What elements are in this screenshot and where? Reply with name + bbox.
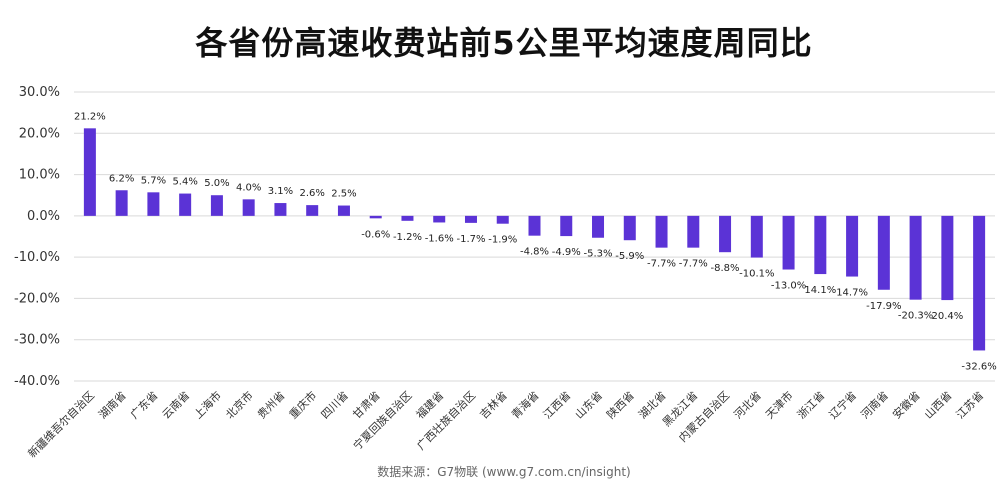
y-tick-label: 20.0%	[19, 126, 60, 141]
bar	[274, 203, 287, 216]
data-label: -13.0%	[771, 281, 806, 292]
data-label: 5.0%	[204, 178, 229, 189]
bar	[401, 215, 414, 221]
bar	[337, 205, 350, 216]
category-label: 河南省	[858, 389, 891, 422]
bar	[750, 215, 763, 258]
data-label: -1.6%	[425, 233, 454, 244]
bar	[909, 215, 922, 300]
chart-title: 各省份高速收费站前5公里平均速度周同比	[195, 24, 813, 62]
category-label: 贵州省	[255, 389, 288, 422]
bar	[941, 215, 954, 301]
data-label: -1.2%	[393, 232, 422, 243]
category-label: 江苏省	[954, 389, 987, 422]
y-tick-label: -10.0%	[14, 250, 60, 265]
data-label: -0.6%	[361, 229, 390, 240]
category-label: 青海省	[508, 388, 541, 421]
data-label: 21.2%	[74, 111, 106, 122]
data-label: -20.3%	[898, 311, 933, 322]
category-label: 陕西省	[604, 388, 637, 421]
bar	[147, 192, 160, 216]
category-label: 云南省	[160, 389, 193, 422]
bar	[306, 205, 319, 216]
bar	[115, 190, 128, 216]
data-label: 4.0%	[236, 182, 261, 193]
bar	[782, 215, 795, 270]
data-label: -10.1%	[739, 269, 774, 280]
bar	[369, 215, 382, 219]
data-label: 14.7%	[836, 288, 868, 299]
category-label: 湖南省	[96, 389, 129, 422]
data-label: 14.1%	[804, 285, 836, 296]
category-label: 山西省	[922, 389, 955, 422]
y-tick-label: 10.0%	[19, 168, 60, 183]
category-label: 河北省	[731, 389, 764, 422]
bar	[464, 215, 477, 223]
category-label: 广东省	[128, 389, 161, 422]
bar	[846, 215, 859, 277]
category-label: 江西省	[541, 389, 574, 422]
bar	[877, 215, 890, 290]
data-label: -5.3%	[584, 249, 613, 260]
data-label: -7.7%	[647, 259, 676, 270]
source-note: 数据来源：G7物联 (www.g7.com.cn/insight)	[377, 465, 631, 479]
data-label: -4.9%	[552, 247, 581, 258]
category-label: 上海市	[191, 388, 224, 421]
bar	[242, 199, 255, 216]
bar	[210, 195, 223, 216]
bar	[687, 215, 700, 248]
data-label: -7.7%	[679, 259, 708, 270]
category-label: 北京市	[223, 388, 256, 421]
category-label: 天津市	[762, 388, 795, 421]
bar	[592, 215, 605, 238]
category-label: 四川省	[319, 389, 352, 422]
data-label: 20.4%	[931, 311, 963, 322]
bar	[83, 128, 96, 216]
bar	[179, 193, 192, 216]
category-label: 新疆维吾尔自治区	[25, 388, 97, 460]
data-label: 2.6%	[299, 188, 324, 199]
data-label: 6.2%	[109, 173, 134, 184]
bar	[655, 215, 668, 248]
y-tick-label: -30.0%	[14, 333, 60, 348]
data-label: -32.6%	[961, 361, 996, 372]
bar	[973, 215, 986, 351]
bar	[433, 215, 446, 223]
category-label: 辽宁省	[826, 388, 859, 421]
data-label: -5.9%	[615, 251, 644, 262]
y-tick-label: -20.0%	[14, 291, 60, 306]
bar	[623, 215, 636, 241]
category-label: 吉林省	[477, 388, 510, 421]
data-label: -17.9%	[866, 301, 901, 312]
data-label: 5.4%	[172, 177, 197, 188]
data-label: 5.7%	[141, 175, 166, 186]
y-tick-label: 0.0%	[27, 209, 60, 224]
category-label: 安徽省	[889, 388, 922, 421]
data-label: 3.1%	[268, 186, 293, 197]
data-label: -4.8%	[520, 247, 549, 258]
bar	[814, 215, 827, 275]
data-label: -1.9%	[488, 235, 517, 246]
bar	[560, 215, 573, 237]
bar	[496, 215, 509, 224]
data-label: -1.7%	[456, 234, 485, 245]
y-tick-label: -40.0%	[14, 374, 60, 389]
category-label: 山东省	[573, 389, 606, 422]
y-tick-label: 30.0%	[19, 85, 60, 100]
data-label: 2.5%	[331, 189, 356, 200]
category-label: 浙江省	[795, 389, 828, 422]
bar	[719, 215, 732, 253]
category-label: 重庆市	[286, 388, 319, 421]
data-label: -8.8%	[711, 263, 740, 274]
bar	[528, 215, 541, 236]
